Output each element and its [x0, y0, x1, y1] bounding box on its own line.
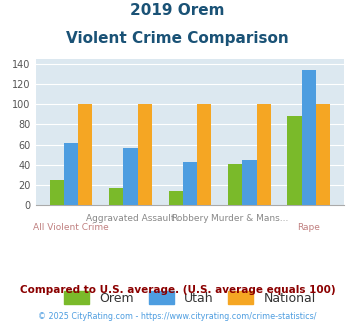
Bar [242, 159, 257, 205]
Bar [197, 105, 211, 205]
Bar [257, 105, 271, 205]
Text: Aggravated Assault: Aggravated Assault [86, 214, 175, 223]
Bar [123, 148, 138, 205]
Bar [64, 143, 78, 205]
Bar [169, 191, 183, 205]
Bar [50, 180, 64, 205]
Bar [109, 187, 123, 205]
Legend: Orem, Utah, National: Orem, Utah, National [59, 286, 321, 310]
Bar [138, 105, 152, 205]
Text: Robbery: Robbery [171, 214, 209, 223]
Bar [302, 70, 316, 205]
Bar [183, 162, 197, 205]
Text: © 2025 CityRating.com - https://www.cityrating.com/crime-statistics/: © 2025 CityRating.com - https://www.city… [38, 312, 317, 321]
Bar [228, 164, 242, 205]
Text: Rape: Rape [297, 223, 320, 232]
Bar [288, 116, 302, 205]
Bar [316, 105, 330, 205]
Text: Murder & Mans...: Murder & Mans... [211, 214, 288, 223]
Bar [78, 105, 92, 205]
Text: Violent Crime Comparison: Violent Crime Comparison [66, 31, 289, 46]
Text: Compared to U.S. average. (U.S. average equals 100): Compared to U.S. average. (U.S. average … [20, 285, 335, 295]
Text: 2019 Orem: 2019 Orem [130, 3, 225, 18]
Text: All Violent Crime: All Violent Crime [33, 223, 109, 232]
